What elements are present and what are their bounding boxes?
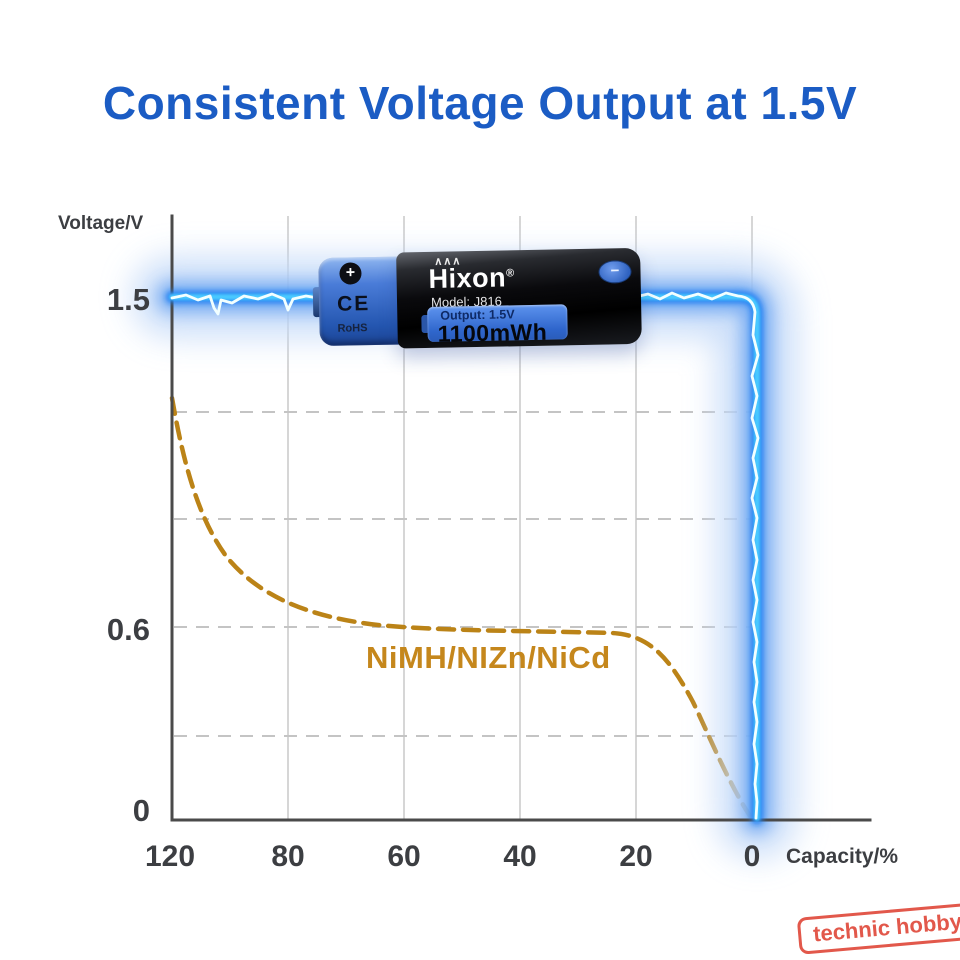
- y-tick-0: 0: [132, 793, 150, 828]
- lightning-bolt: [166, 291, 763, 824]
- lightning-core: [170, 291, 760, 820]
- ce-mark: CE: [336, 292, 371, 316]
- page-title: Consistent Voltage Output at 1.5V: [102, 77, 858, 129]
- battery-brand: Hixon®: [428, 262, 515, 295]
- x-tick-40: 40: [503, 840, 537, 873]
- brand-text: Hixon: [428, 262, 507, 294]
- y-tick-1-5: 1.5: [106, 282, 150, 317]
- x-tick-60: 60: [387, 840, 421, 873]
- lightning-glow: [132, 257, 797, 858]
- x-tick-80: 80: [271, 840, 305, 873]
- x-tick-20: 20: [619, 840, 653, 873]
- x-axis-label: Capacity/%: [786, 845, 899, 868]
- rohs-mark: RoHS: [337, 322, 368, 335]
- registered-mark: ®: [505, 267, 515, 280]
- battery-illustration: + CE RoHS ∧∧∧ Hixon® Model: J816 Output:…: [312, 247, 646, 351]
- x-tick-0: 0: [743, 840, 761, 873]
- nimh-series-annotation: NiMH/NIZn/NiCd: [366, 640, 611, 675]
- nimh-discharge-curve: [169, 395, 753, 819]
- y-tick-0-6: 0.6: [106, 612, 150, 647]
- horizontal-dashed-gridlines: [174, 411, 752, 737]
- x-tick-120: 120: [144, 840, 196, 873]
- y-axis-label: Voltage/V: [58, 213, 144, 234]
- battery-energy-text: 1100mWh: [437, 318, 548, 347]
- battery-spec-label: Output: 1.5V 1100mWh: [427, 304, 568, 347]
